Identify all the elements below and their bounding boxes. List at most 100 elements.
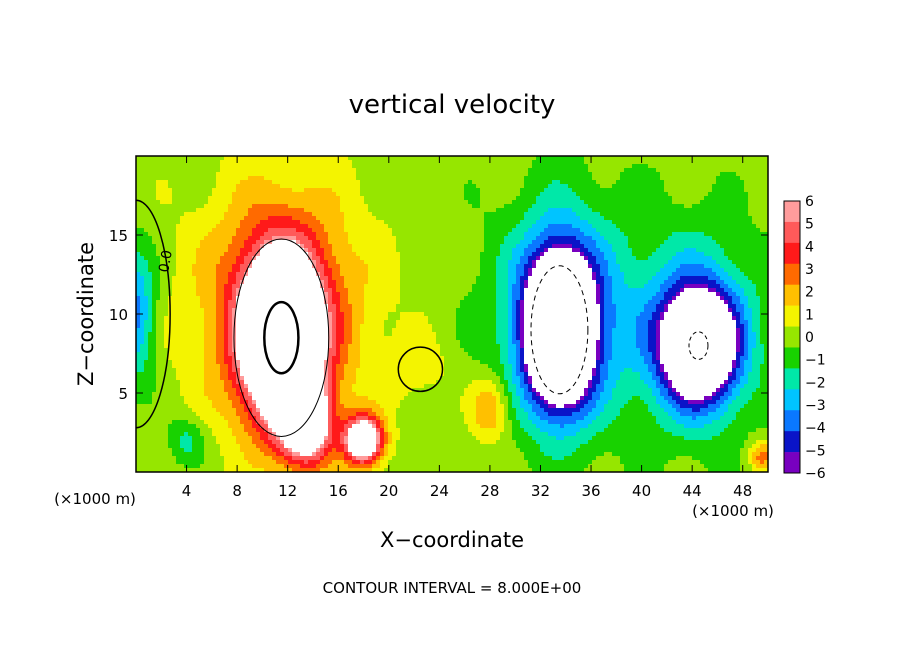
field-cell [416,240,421,245]
field-cell [188,256,193,261]
field-cell [700,188,705,193]
field-cell [556,204,561,209]
field-cell [604,160,609,165]
field-cell [676,236,681,241]
field-cell [352,264,357,269]
field-cell [212,232,217,237]
field-cell [600,164,605,169]
field-cell [380,204,385,209]
field-cell [380,208,385,213]
field-cell [296,168,301,173]
field-cell [400,272,405,277]
field-cell [604,156,609,161]
field-cell [556,212,561,217]
field-cell [740,164,745,169]
field-cell [484,192,489,197]
field-cell [236,200,241,205]
field-cell [680,252,685,257]
field-cell [532,236,537,241]
field-cell [236,176,241,181]
field-cell [756,196,761,201]
field-cell [184,224,189,229]
field-cell [708,216,713,221]
field-cell [444,164,449,169]
field-cell [156,228,161,233]
field-cell [380,256,385,261]
field-cell [268,192,273,197]
field-cell [464,160,469,165]
field-cell [308,180,313,185]
field-cell [732,256,737,261]
field-cell [308,236,313,241]
field-cell [296,220,301,225]
field-cell [712,256,717,261]
field-cell [660,264,665,269]
field-cell [196,196,201,201]
field-cell [620,264,625,269]
field-cell [536,260,541,265]
field-cell [452,168,457,173]
field-cell [704,176,709,181]
field-cell [300,176,305,181]
field-cell [356,256,361,261]
field-cell [428,156,433,161]
field-cell [680,248,685,253]
field-cell [452,192,457,197]
field-cell [248,216,253,221]
field-cell [328,260,333,265]
field-cell [424,200,429,205]
field-cell [292,192,297,197]
field-cell [684,180,689,185]
field-cell [752,208,757,213]
field-cell [668,200,673,205]
field-cell [488,248,493,253]
field-cell [308,216,313,221]
field-cell [204,188,209,193]
field-cell [160,172,165,177]
field-cell [472,180,477,185]
field-cell [312,272,317,277]
field-cell [212,260,217,265]
field-cell [744,232,749,237]
field-cell [152,196,157,201]
field-cell [328,180,333,185]
field-cell [624,268,629,273]
field-cell [584,248,589,253]
field-cell [336,232,341,237]
field-cell [136,252,141,257]
field-cell [452,232,457,237]
field-cell [252,208,257,213]
field-cell [304,276,309,281]
field-cell [704,172,709,177]
field-cell [164,156,169,161]
field-cell [640,188,645,193]
field-cell [668,264,673,269]
field-cell [188,248,193,253]
field-cell [156,216,161,221]
field-cell [280,232,285,237]
field-cell [256,240,261,245]
field-cell [544,244,549,249]
field-cell [736,156,741,161]
field-cell [656,224,661,229]
field-cell [144,176,149,181]
field-cell [500,276,505,281]
field-cell [332,204,337,209]
field-cell [544,232,549,237]
field-cell [460,264,465,269]
field-cell [380,244,385,249]
field-cell [412,192,417,197]
field-cell [504,188,509,193]
field-cell [628,176,633,181]
field-cell [576,264,581,269]
field-cell [192,264,197,269]
field-cell [492,276,497,281]
field-cell [268,188,273,193]
field-cell [624,196,629,201]
field-cell [716,256,721,261]
field-cell [188,156,193,161]
field-cell [728,272,733,277]
field-cell [608,240,613,245]
field-cell [656,236,661,241]
field-cell [392,224,397,229]
